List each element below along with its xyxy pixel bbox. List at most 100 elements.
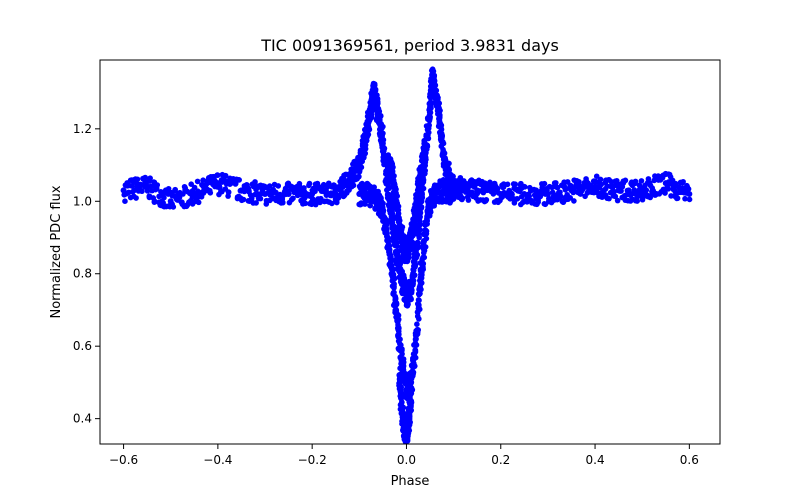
- data-point: [372, 88, 379, 94]
- data-point: [423, 150, 429, 156]
- x-tick-label: 0.6: [680, 453, 699, 467]
- data-point: [232, 181, 239, 187]
- data-point: [413, 249, 419, 255]
- data-point: [546, 195, 552, 202]
- x-tick-label: 0.2: [491, 453, 510, 467]
- data-point: [420, 163, 427, 169]
- data-point: [134, 176, 141, 183]
- data-point: [494, 185, 501, 192]
- data-point: [139, 188, 145, 195]
- data-point: [685, 186, 692, 192]
- data-point: [339, 184, 346, 191]
- data-point: [161, 194, 167, 201]
- data-point: [514, 196, 521, 202]
- data-point: [420, 260, 427, 267]
- data-point: [614, 197, 621, 204]
- data-point: [380, 207, 386, 213]
- data-point: [362, 150, 369, 157]
- chart-title: TIC 0091369561, period 3.9831 days: [260, 36, 559, 55]
- data-point: [446, 160, 452, 167]
- data-point: [441, 150, 448, 157]
- data-point: [151, 198, 158, 204]
- data-point: [399, 346, 405, 352]
- data-point: [397, 365, 403, 372]
- data-point: [425, 135, 432, 142]
- y-axis: 0.4 0.6 0.8 1.0 1.2: [73, 122, 100, 426]
- data-point: [632, 178, 639, 185]
- data-point: [412, 354, 419, 361]
- data-point: [235, 176, 242, 183]
- data-point: [598, 181, 605, 188]
- y-tick-label: 0.6: [73, 339, 92, 353]
- data-point: [191, 184, 198, 191]
- data-point: [567, 195, 574, 201]
- plot-frame: [99, 59, 721, 445]
- data-point: [395, 207, 402, 213]
- data-point: [395, 316, 402, 323]
- data-point: [437, 114, 443, 120]
- y-tick-label: 1.2: [73, 122, 92, 136]
- data-point: [423, 228, 430, 234]
- data-point: [417, 226, 423, 233]
- data-point: [394, 193, 401, 199]
- data-point: [553, 180, 559, 186]
- data-point: [412, 340, 419, 346]
- data-point: [680, 178, 686, 185]
- x-tick-label: −0.6: [109, 453, 138, 467]
- data-point: [415, 291, 422, 297]
- data-point: [335, 194, 342, 201]
- data-point: [634, 198, 640, 204]
- data-point: [544, 191, 551, 198]
- data-point: [638, 178, 645, 184]
- data-point: [400, 409, 406, 416]
- data-point: [606, 195, 612, 202]
- data-point: [430, 68, 437, 75]
- data-point: [420, 266, 426, 273]
- data-point: [437, 107, 443, 114]
- data-point: [399, 351, 405, 357]
- data-point: [535, 199, 541, 205]
- data-point: [200, 177, 206, 183]
- data-point: [662, 190, 668, 196]
- data-point: [195, 199, 202, 206]
- data-point: [383, 228, 390, 235]
- data-point: [411, 363, 418, 369]
- data-point: [133, 195, 139, 201]
- data-point: [377, 113, 384, 119]
- data-point: [426, 129, 432, 136]
- y-axis-label: Normalized PDC flux: [49, 185, 64, 318]
- data-point: [331, 182, 338, 189]
- data-point: [383, 221, 389, 227]
- data-point: [426, 114, 433, 120]
- data-point: [418, 286, 424, 293]
- data-point: [214, 172, 221, 178]
- data-point: [686, 196, 693, 203]
- x-axis: −0.6 −0.4 −0.2 0.0 0.2 0.4 0.6: [109, 444, 699, 467]
- data-point: [379, 138, 386, 145]
- data-point: [423, 235, 430, 242]
- data-point: [393, 239, 400, 246]
- data-point: [643, 187, 650, 193]
- data-point: [686, 191, 693, 198]
- x-axis-label: Phase: [391, 474, 430, 489]
- data-point: [129, 183, 135, 189]
- data-point: [408, 399, 415, 406]
- data-point: [391, 173, 397, 179]
- data-point: [380, 123, 386, 130]
- data-point: [422, 143, 429, 150]
- data-point: [416, 305, 422, 311]
- data-point: [356, 168, 362, 175]
- data-point: [413, 215, 420, 221]
- data-point: [356, 173, 362, 180]
- data-point: [194, 178, 201, 185]
- data-point: [397, 378, 403, 385]
- data-point: [617, 188, 623, 194]
- data-point: [412, 347, 418, 353]
- data-point: [147, 175, 153, 181]
- data-point: [597, 176, 604, 183]
- data-point: [440, 140, 447, 147]
- data-point: [222, 172, 229, 179]
- data-point: [415, 244, 421, 251]
- data-point: [302, 200, 309, 207]
